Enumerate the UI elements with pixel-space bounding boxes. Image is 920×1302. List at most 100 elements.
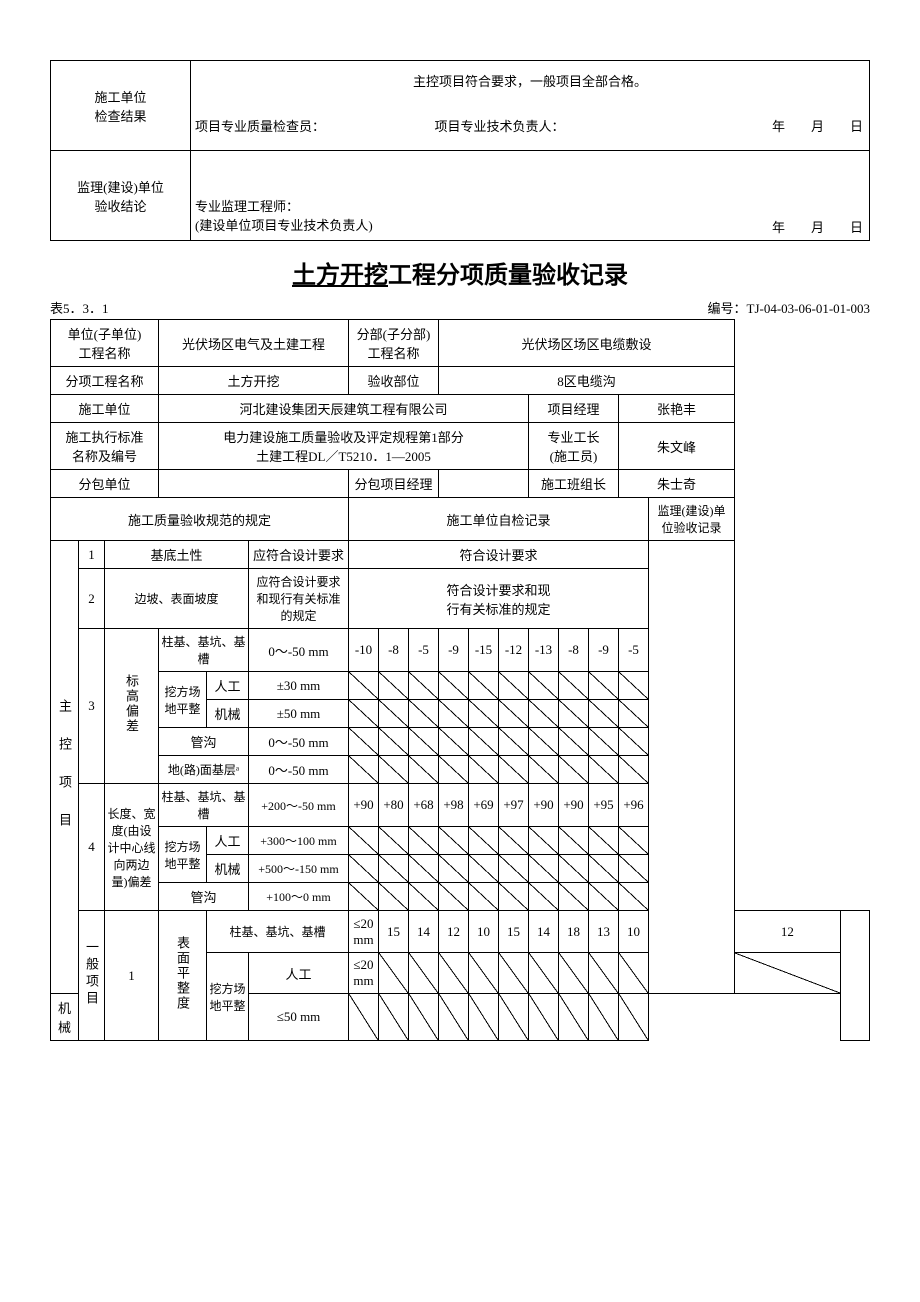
g1a-v1: 14 <box>409 911 439 953</box>
hdr-part-val: 8区电缆沟 <box>439 367 735 395</box>
r4c-name: 管沟 <box>159 883 249 911</box>
r4a-v7: +90 <box>559 784 589 827</box>
g1b-s2: ≤50 mm <box>249 994 349 1041</box>
r3b-m2: 机械 <box>207 700 249 728</box>
hdr-foreman-val: 朱文峰 <box>619 423 735 470</box>
r4a-v6: +90 <box>529 784 559 827</box>
hdr-pm-label: 项目经理 <box>529 395 619 423</box>
r3a-v0: -10 <box>349 629 379 672</box>
g1b-s1: ≤20 mm <box>349 953 379 994</box>
inspection-table: 单位(子单位) 工程名称 光伏场区电气及土建工程 分部(子分部) 工程名称 光伏… <box>50 319 870 1041</box>
hdr-team-label: 施工班组长 <box>529 470 619 498</box>
sig2-owner: (建设单位项目专业技术负责人) <box>195 215 629 234</box>
hdr-part-label: 验收部位 <box>349 367 439 395</box>
sig2-blank <box>191 151 870 191</box>
g1a-v4: 15 <box>499 911 529 953</box>
main-items-label: 主 控 项 目 <box>51 541 79 994</box>
hdr-div-label: 分部(子分部) 工程名称 <box>349 320 439 367</box>
hdr-pm-val: 张艳丰 <box>619 395 735 423</box>
g1a-v6: 18 <box>559 911 589 953</box>
r3a-v7: -8 <box>559 629 589 672</box>
g1b-m1: 人工 <box>249 953 349 994</box>
hdr-sub-val <box>159 470 349 498</box>
r3a-v8: -9 <box>589 629 619 672</box>
hdr-item-val: 土方开挖 <box>159 367 349 395</box>
sig1-label: 施工单位 检查结果 <box>51 61 191 151</box>
hdr-subpm-val <box>439 470 529 498</box>
r4a-v2: +68 <box>409 784 439 827</box>
doc-no: 编号：TJ-04-03-06-01-01-003 <box>708 298 870 317</box>
hdr-std-val: 电力建设施工质量验收及评定规程第1部分 土建工程DL／T5210．1—2005 <box>159 423 529 470</box>
r4b-m2: 机械 <box>207 855 249 883</box>
g1a-v0: 15 <box>379 911 409 953</box>
meta-row: 表5．3．1 编号：TJ-04-03-06-01-01-003 <box>50 298 870 317</box>
hdr-contractor-label: 施工单位 <box>51 395 159 423</box>
g1a-name: 柱基、基坑、基槽 <box>207 911 349 953</box>
r1-n: 1 <box>79 541 105 569</box>
r4b-s1: +300～100 mm <box>249 827 349 855</box>
hdr-item-label: 分项工程名称 <box>51 367 159 395</box>
title-rest: 工程分项质量验收记录 <box>388 263 628 289</box>
hdr-spec: 施工质量验收规范的规定 <box>51 498 349 541</box>
hdr-sub-label: 分包单位 <box>51 470 159 498</box>
r3c-name: 管沟 <box>159 728 249 756</box>
r4a-spec: +200～-50 mm <box>249 784 349 827</box>
r2-check: 符合设计要求和现 行有关标准的规定 <box>349 569 649 629</box>
hdr-div-val: 光伏场区场区电缆敷设 <box>439 320 735 367</box>
r3a-v3: -9 <box>439 629 469 672</box>
r3d-spec: 0～-50 mm <box>249 756 349 784</box>
g1a-v7: 13 <box>589 911 619 953</box>
r3b-m1: 人工 <box>207 672 249 700</box>
r4a-name: 柱基、基坑、基槽 <box>159 784 249 827</box>
sig2-engineer: 专业监理工程师： <box>195 196 629 215</box>
r3a-v9: -5 <box>619 629 649 672</box>
r4a-v9: +96 <box>619 784 649 827</box>
g1-group: 表面平整度 <box>159 911 207 1041</box>
hdr-unit-val: 光伏场区电气及土建工程 <box>159 320 349 367</box>
r3a-v4: -15 <box>469 629 499 672</box>
hdr-self: 施工单位自检记录 <box>349 498 649 541</box>
gen-items-label: 一般项目 <box>79 911 105 1041</box>
r1-check: 符合设计要求 <box>349 541 649 569</box>
r4a-v0: +90 <box>349 784 379 827</box>
r3a-name: 柱基、基坑、基槽 <box>159 629 249 672</box>
title-underline: 土方开挖 <box>292 263 388 289</box>
r3a-spec: 0～-50 mm <box>249 629 349 672</box>
r4a-v8: +95 <box>589 784 619 827</box>
r1-spec: 应符合设计要求 <box>249 541 349 569</box>
r4a-v5: +97 <box>499 784 529 827</box>
r4a-v1: +80 <box>379 784 409 827</box>
g1a-v3: 10 <box>469 911 499 953</box>
r3d-name: 地(路)面基层ᵃ <box>159 756 249 784</box>
sig1-techlead: 项目专业技术负责人： <box>431 101 631 151</box>
r4b-s2: +500～-150 mm <box>249 855 349 883</box>
r3b-s2: ±50 mm <box>249 700 349 728</box>
r3a-v5: -12 <box>499 629 529 672</box>
r3b-name: 挖方场地平整 <box>159 672 207 728</box>
sig1-date: 年 月 日 <box>631 101 870 151</box>
sig1-inspector: 项目专业质量检查员： <box>191 101 431 151</box>
r1-name: 基底土性 <box>105 541 249 569</box>
r4c-spec: +100～0 mm <box>249 883 349 911</box>
hdr-std-label: 施工执行标准 名称及编号 <box>51 423 159 470</box>
hdr-foreman-label: 专业工长 (施工员) <box>529 423 619 470</box>
r3c-spec: 0～-50 mm <box>249 728 349 756</box>
r4-n: 4 <box>79 784 105 911</box>
super-col-gen <box>840 911 869 1041</box>
g1a-v5: 14 <box>529 911 559 953</box>
r4a-v3: +98 <box>439 784 469 827</box>
r4b-name: 挖方场地平整 <box>159 827 207 883</box>
hdr-super: 监理(建设)单 位验收记录 <box>649 498 735 541</box>
r3-n: 3 <box>79 629 105 784</box>
g1a-v8: 10 <box>619 911 649 953</box>
sig1-summary: 主控项目符合要求，一般项目全部合格。 <box>191 61 870 101</box>
hdr-unit-label: 单位(子单位) 工程名称 <box>51 320 159 367</box>
r3a-v2: -5 <box>409 629 439 672</box>
sig2-label: 监理(建设)单位 验收结论 <box>51 151 191 241</box>
g1a-v2: 12 <box>439 911 469 953</box>
hdr-subpm-label: 分包项目经理 <box>349 470 439 498</box>
g1a-spec: ≤20 mm <box>349 911 379 953</box>
g1b-m2: 机械 <box>51 994 79 1041</box>
g1-n: 1 <box>105 911 159 1041</box>
hdr-contractor-val: 河北建设集团天辰建筑工程有限公司 <box>159 395 529 423</box>
